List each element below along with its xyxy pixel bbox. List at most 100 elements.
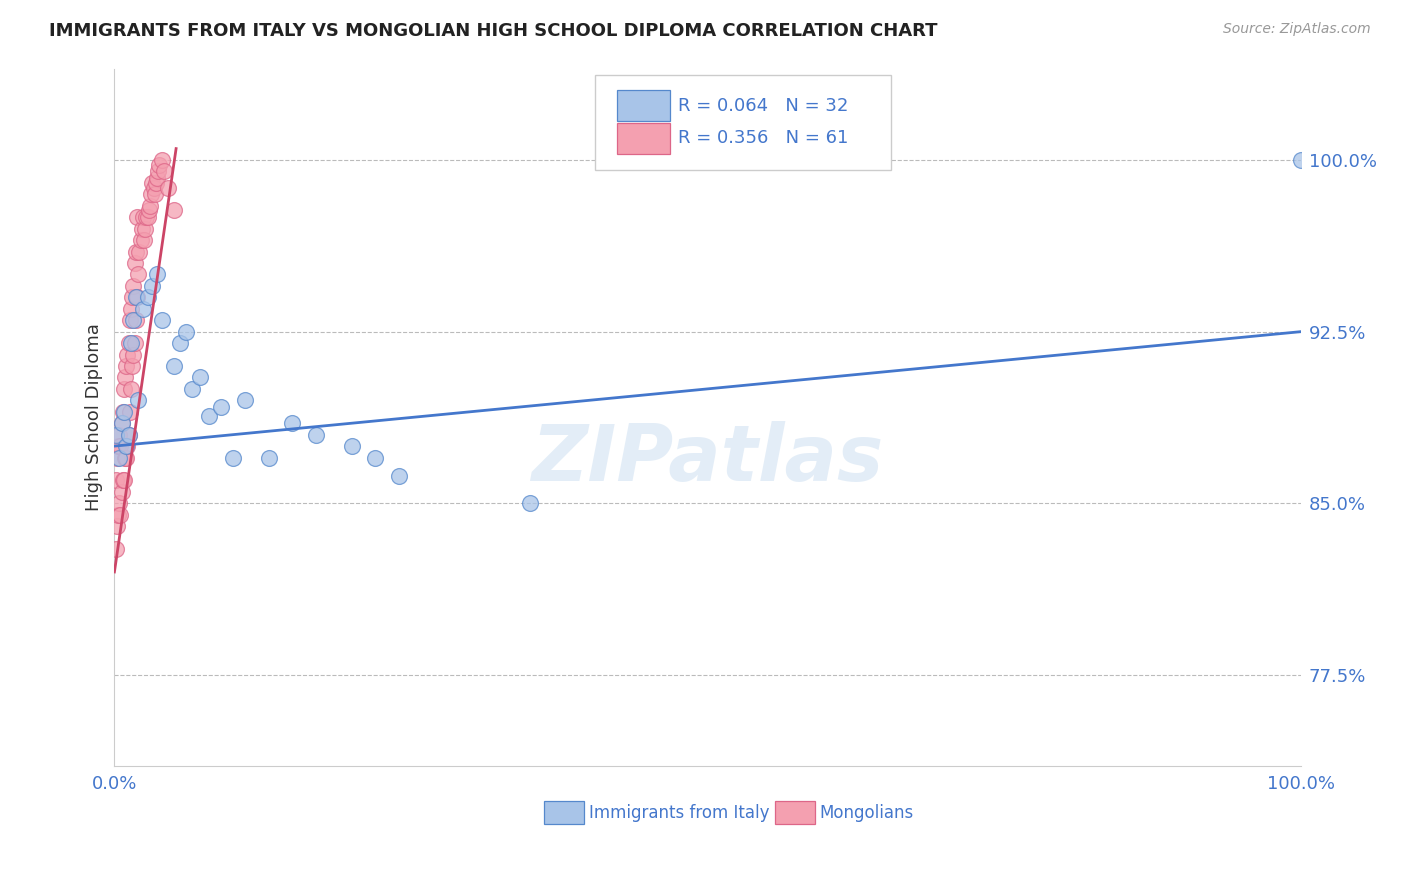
Point [132,301,155,316]
Point [146,268,169,282]
Point [129,233,152,247]
Point [120,336,142,351]
Point [257,450,280,465]
Point [188,370,211,384]
Point [114,450,136,465]
Point [145,176,167,190]
Point [115,359,138,373]
Text: ZIPatlas: ZIPatlas [531,421,883,498]
Point [122,347,145,361]
Y-axis label: High School Diploma: High School Diploma [86,324,103,511]
Point [305,427,328,442]
Point [136,211,159,225]
Point [110,484,132,499]
Point [117,439,139,453]
Point [132,211,155,225]
Point [127,393,149,408]
Point [138,203,160,218]
Point [150,153,173,167]
Point [169,336,191,351]
Point [143,187,166,202]
Point [122,279,145,293]
Text: IMMIGRANTS FROM ITALY VS MONGOLIAN HIGH SCHOOL DIPLOMA CORRELATION CHART: IMMIGRANTS FROM ITALY VS MONGOLIAN HIGH … [49,22,938,40]
Point [150,313,173,327]
Text: R = 0.356   N = 61: R = 0.356 N = 61 [678,129,848,147]
Point [141,279,163,293]
FancyBboxPatch shape [617,123,669,153]
Text: Source: ZipAtlas.com: Source: ZipAtlas.com [1223,22,1371,37]
Text: Mongolians: Mongolians [820,804,914,822]
Point [148,164,170,178]
Point [124,336,146,351]
Point [125,244,148,259]
Point [141,187,163,202]
Point [105,450,128,465]
Point [120,382,142,396]
Point [107,508,129,522]
Point [121,359,143,373]
FancyBboxPatch shape [775,801,815,824]
Point [107,439,129,453]
Point [281,416,304,430]
Point [163,203,186,218]
Point [125,313,148,327]
Point [146,171,169,186]
Point [112,474,135,488]
Point [1289,153,1312,167]
Point [125,211,148,225]
Point [141,176,163,190]
Point [124,256,146,270]
Point [105,519,128,533]
Point [122,313,145,327]
Point [110,416,132,430]
Point [180,382,202,396]
FancyBboxPatch shape [544,801,583,824]
Point [118,405,141,419]
Point [174,325,197,339]
Point [340,439,363,453]
Point [115,450,138,465]
Point [117,336,139,351]
Point [117,427,139,442]
FancyBboxPatch shape [617,90,669,121]
Point [104,542,127,557]
Point [198,409,221,424]
Point [111,405,134,419]
Text: Immigrants from Italy: Immigrants from Italy [589,804,769,822]
Point [104,427,127,442]
Point [139,199,162,213]
Point [108,450,131,465]
Point [108,427,131,442]
Point [142,180,165,194]
Point [104,474,127,488]
Point [153,164,176,178]
Point [118,313,141,327]
Point [108,496,131,510]
Point [222,450,245,465]
Text: R = 0.064   N = 32: R = 0.064 N = 32 [678,96,848,114]
Point [134,221,156,235]
Point [110,508,132,522]
Point [388,468,411,483]
Point [115,439,138,453]
Point [117,347,139,361]
Point [156,180,179,194]
Point [117,427,139,442]
Point [148,158,170,172]
Point [125,290,148,304]
Point [136,290,159,304]
Point [519,496,541,510]
Point [112,382,135,396]
Point [127,268,149,282]
Point [125,290,148,304]
Point [233,393,256,408]
Point [114,370,136,384]
Point [110,439,132,453]
Point [120,301,142,316]
Point [132,233,155,247]
Point [135,211,157,225]
Point [121,290,143,304]
Point [209,401,232,415]
Point [112,405,135,419]
Point [110,416,132,430]
